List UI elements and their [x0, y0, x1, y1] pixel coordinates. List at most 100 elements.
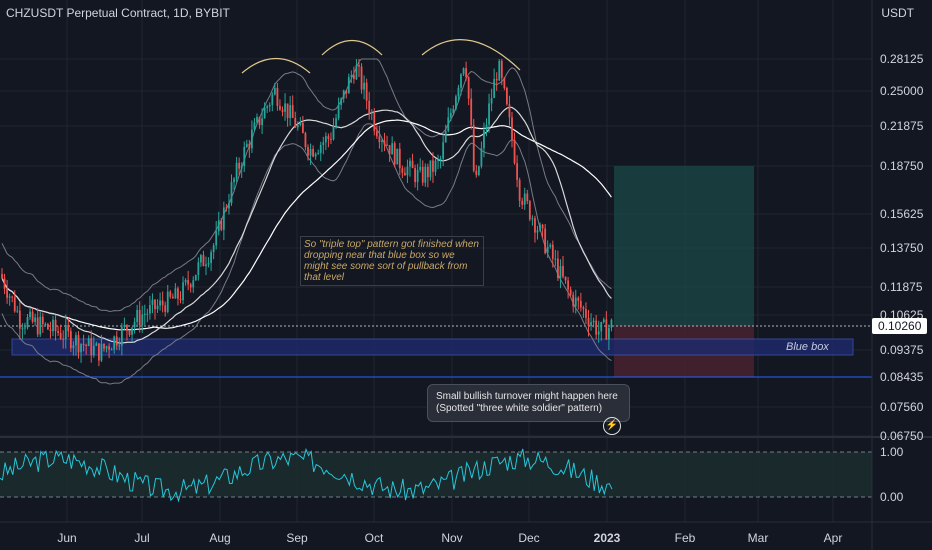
candle-body	[98, 343, 100, 361]
candle-body	[36, 317, 39, 335]
candle-body	[592, 320, 595, 323]
candle-body	[29, 311, 31, 318]
candle-body	[95, 343, 98, 346]
candle-body	[610, 319, 613, 328]
candle-body	[92, 345, 95, 356]
candle-body	[263, 107, 266, 119]
position-target-zone[interactable]	[614, 166, 754, 326]
candle-body	[549, 244, 552, 247]
price-axis[interactable]: 0.28125 0.25000 0.21875 0.18750 0.15625 0.137…	[880, 52, 924, 504]
candle-body	[189, 284, 192, 288]
candle-body	[268, 104, 271, 107]
price-tick-label: 0.09375	[880, 343, 924, 357]
lightning-icon[interactable]: ⚡	[603, 417, 621, 435]
candle-body	[365, 82, 368, 101]
time-tick-label: Feb	[675, 531, 696, 545]
candle-body	[18, 310, 21, 329]
time-tick-label: Nov	[441, 531, 462, 545]
price-tick-label: 0.06750	[880, 429, 924, 443]
support-box[interactable]	[11, 338, 854, 356]
candle-body	[159, 300, 161, 306]
price-tick-label: 0.13750	[880, 241, 924, 255]
candle-body	[483, 129, 485, 149]
chart-title: CHZUSDT Perpetual Contract, 1D, BYBIT	[6, 6, 230, 20]
candle-body	[49, 329, 52, 332]
candle-body	[393, 143, 396, 165]
candle-body	[569, 289, 572, 295]
candle-body	[207, 262, 210, 265]
top-arc	[421, 39, 521, 71]
candle-body	[452, 108, 455, 113]
candle-body	[192, 280, 195, 288]
candle-body	[388, 145, 391, 155]
moving-average-line	[1, 106, 612, 344]
candle-body	[212, 245, 215, 253]
candle-body	[271, 94, 274, 105]
candle-body	[123, 324, 126, 327]
triple-top-note[interactable]: So "triple top" pattern got finished whe…	[300, 236, 484, 286]
candle-body	[131, 327, 133, 335]
candle-body	[230, 182, 233, 204]
candle-body	[460, 74, 462, 88]
candle-body	[289, 105, 292, 119]
candle-body	[59, 332, 62, 339]
candle-body	[44, 323, 47, 325]
candle-body	[373, 112, 376, 132]
candle-body	[416, 169, 419, 183]
bullish-note[interactable]: Small bullish turnover might happen here…	[427, 384, 630, 422]
candle-body	[472, 125, 475, 171]
candle-body	[307, 147, 309, 156]
candle-body	[358, 65, 360, 67]
candle-body	[577, 297, 580, 301]
candle-body	[281, 109, 284, 112]
candle-body	[67, 324, 70, 332]
time-tick-label: 2023	[594, 531, 621, 545]
candle-body	[572, 294, 575, 307]
candle-body	[363, 82, 365, 90]
candle-body	[493, 79, 496, 99]
candle-body	[442, 142, 445, 159]
candle-body	[345, 90, 348, 94]
candle-body	[414, 168, 416, 183]
candle-body	[261, 118, 263, 125]
candle-body	[475, 170, 478, 175]
candle-body	[240, 165, 243, 169]
candle-body	[506, 88, 508, 105]
candle-body	[202, 255, 205, 267]
candle-body	[559, 266, 562, 279]
candle-body	[324, 136, 327, 143]
candle-body	[360, 66, 363, 90]
candle-body	[248, 143, 251, 149]
candle-body	[47, 323, 49, 330]
candle-body	[312, 148, 314, 157]
candle-body	[554, 258, 557, 260]
candle-body	[516, 163, 518, 180]
candle-body	[200, 255, 202, 263]
candle-body	[21, 328, 24, 330]
candle-body	[368, 100, 371, 114]
candle-body	[77, 335, 80, 353]
candle-body	[304, 133, 307, 148]
candle-body	[16, 310, 19, 312]
candle-body	[429, 160, 432, 178]
candle-body	[273, 87, 276, 95]
candle-body	[381, 140, 383, 143]
price-tick-label: 0.15625	[880, 207, 924, 221]
candle-body	[498, 60, 501, 81]
candle-body	[406, 166, 409, 176]
candle-body	[332, 126, 335, 140]
time-axis[interactable]: Jun Jul Aug Sep Oct Nov Dec 2023 Feb Mar Apr	[57, 531, 842, 545]
candle-body	[279, 105, 281, 110]
oscillator-line	[0, 447, 613, 503]
price-tick-label: 0.07560	[880, 400, 924, 414]
candle-body	[80, 344, 82, 353]
candle-body	[470, 98, 473, 126]
candle-body	[166, 291, 169, 312]
candle-body	[291, 105, 294, 118]
time-tick-label: Mar	[748, 531, 769, 545]
candle-body	[444, 131, 447, 143]
last-price-tag: 0.10260	[872, 318, 928, 334]
candle-body	[439, 158, 442, 161]
candle-body	[521, 200, 524, 205]
